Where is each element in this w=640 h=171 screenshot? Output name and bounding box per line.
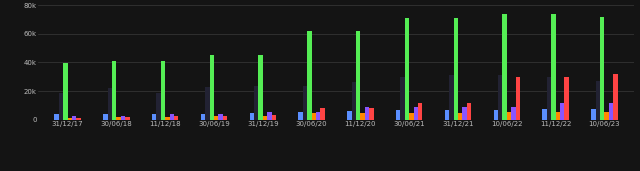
Bar	[462, 107, 467, 120]
Bar	[298, 112, 303, 120]
Bar	[369, 108, 374, 120]
Bar	[170, 114, 174, 120]
Bar	[365, 107, 369, 120]
Bar	[556, 112, 560, 120]
Bar	[268, 112, 271, 120]
Bar	[321, 108, 324, 120]
Bar	[413, 107, 418, 120]
Bar	[63, 63, 68, 120]
Bar	[360, 113, 365, 120]
Bar	[174, 116, 179, 120]
Bar	[103, 114, 108, 120]
Bar	[511, 107, 516, 120]
Bar	[613, 74, 618, 120]
Bar	[303, 87, 307, 120]
Bar	[121, 116, 125, 120]
Bar	[112, 61, 116, 120]
Bar	[161, 61, 165, 120]
Bar	[205, 87, 210, 120]
Bar	[165, 117, 170, 120]
Bar	[502, 14, 507, 120]
Bar	[271, 115, 276, 120]
Bar	[507, 112, 511, 120]
Bar	[498, 75, 502, 120]
Bar	[210, 55, 214, 120]
Bar	[316, 112, 321, 120]
Bar	[307, 31, 312, 120]
Bar	[356, 31, 360, 120]
Bar	[396, 110, 401, 120]
Bar	[454, 18, 458, 120]
Bar	[152, 114, 156, 120]
Bar	[72, 116, 76, 120]
Bar	[54, 114, 59, 120]
Bar	[116, 117, 121, 120]
Bar	[445, 110, 449, 120]
Bar	[560, 103, 564, 120]
Bar	[600, 17, 604, 120]
Bar	[156, 93, 161, 120]
Bar	[596, 81, 600, 120]
Bar	[351, 82, 356, 120]
Bar	[458, 113, 462, 120]
Bar	[547, 77, 551, 120]
Bar	[59, 93, 63, 120]
Bar	[254, 87, 259, 120]
Bar	[250, 113, 254, 120]
Bar	[223, 116, 227, 120]
Bar	[604, 112, 609, 120]
Bar	[542, 109, 547, 120]
Bar	[449, 75, 454, 120]
Bar	[418, 103, 422, 120]
Bar	[409, 113, 413, 120]
Bar	[493, 110, 498, 120]
Bar	[312, 113, 316, 120]
Bar	[564, 77, 569, 120]
Bar	[214, 116, 218, 120]
Bar	[551, 14, 556, 120]
Bar	[108, 88, 112, 120]
Bar	[263, 116, 268, 120]
Bar	[591, 109, 596, 120]
Bar	[259, 55, 263, 120]
Bar	[516, 77, 520, 120]
Bar	[401, 77, 404, 120]
Bar	[68, 118, 72, 120]
Bar	[201, 114, 205, 120]
Bar	[348, 111, 351, 120]
Bar	[467, 103, 471, 120]
Bar	[76, 117, 81, 120]
Bar	[609, 103, 613, 120]
Bar	[404, 18, 409, 120]
Bar	[125, 117, 130, 120]
Bar	[218, 114, 223, 120]
